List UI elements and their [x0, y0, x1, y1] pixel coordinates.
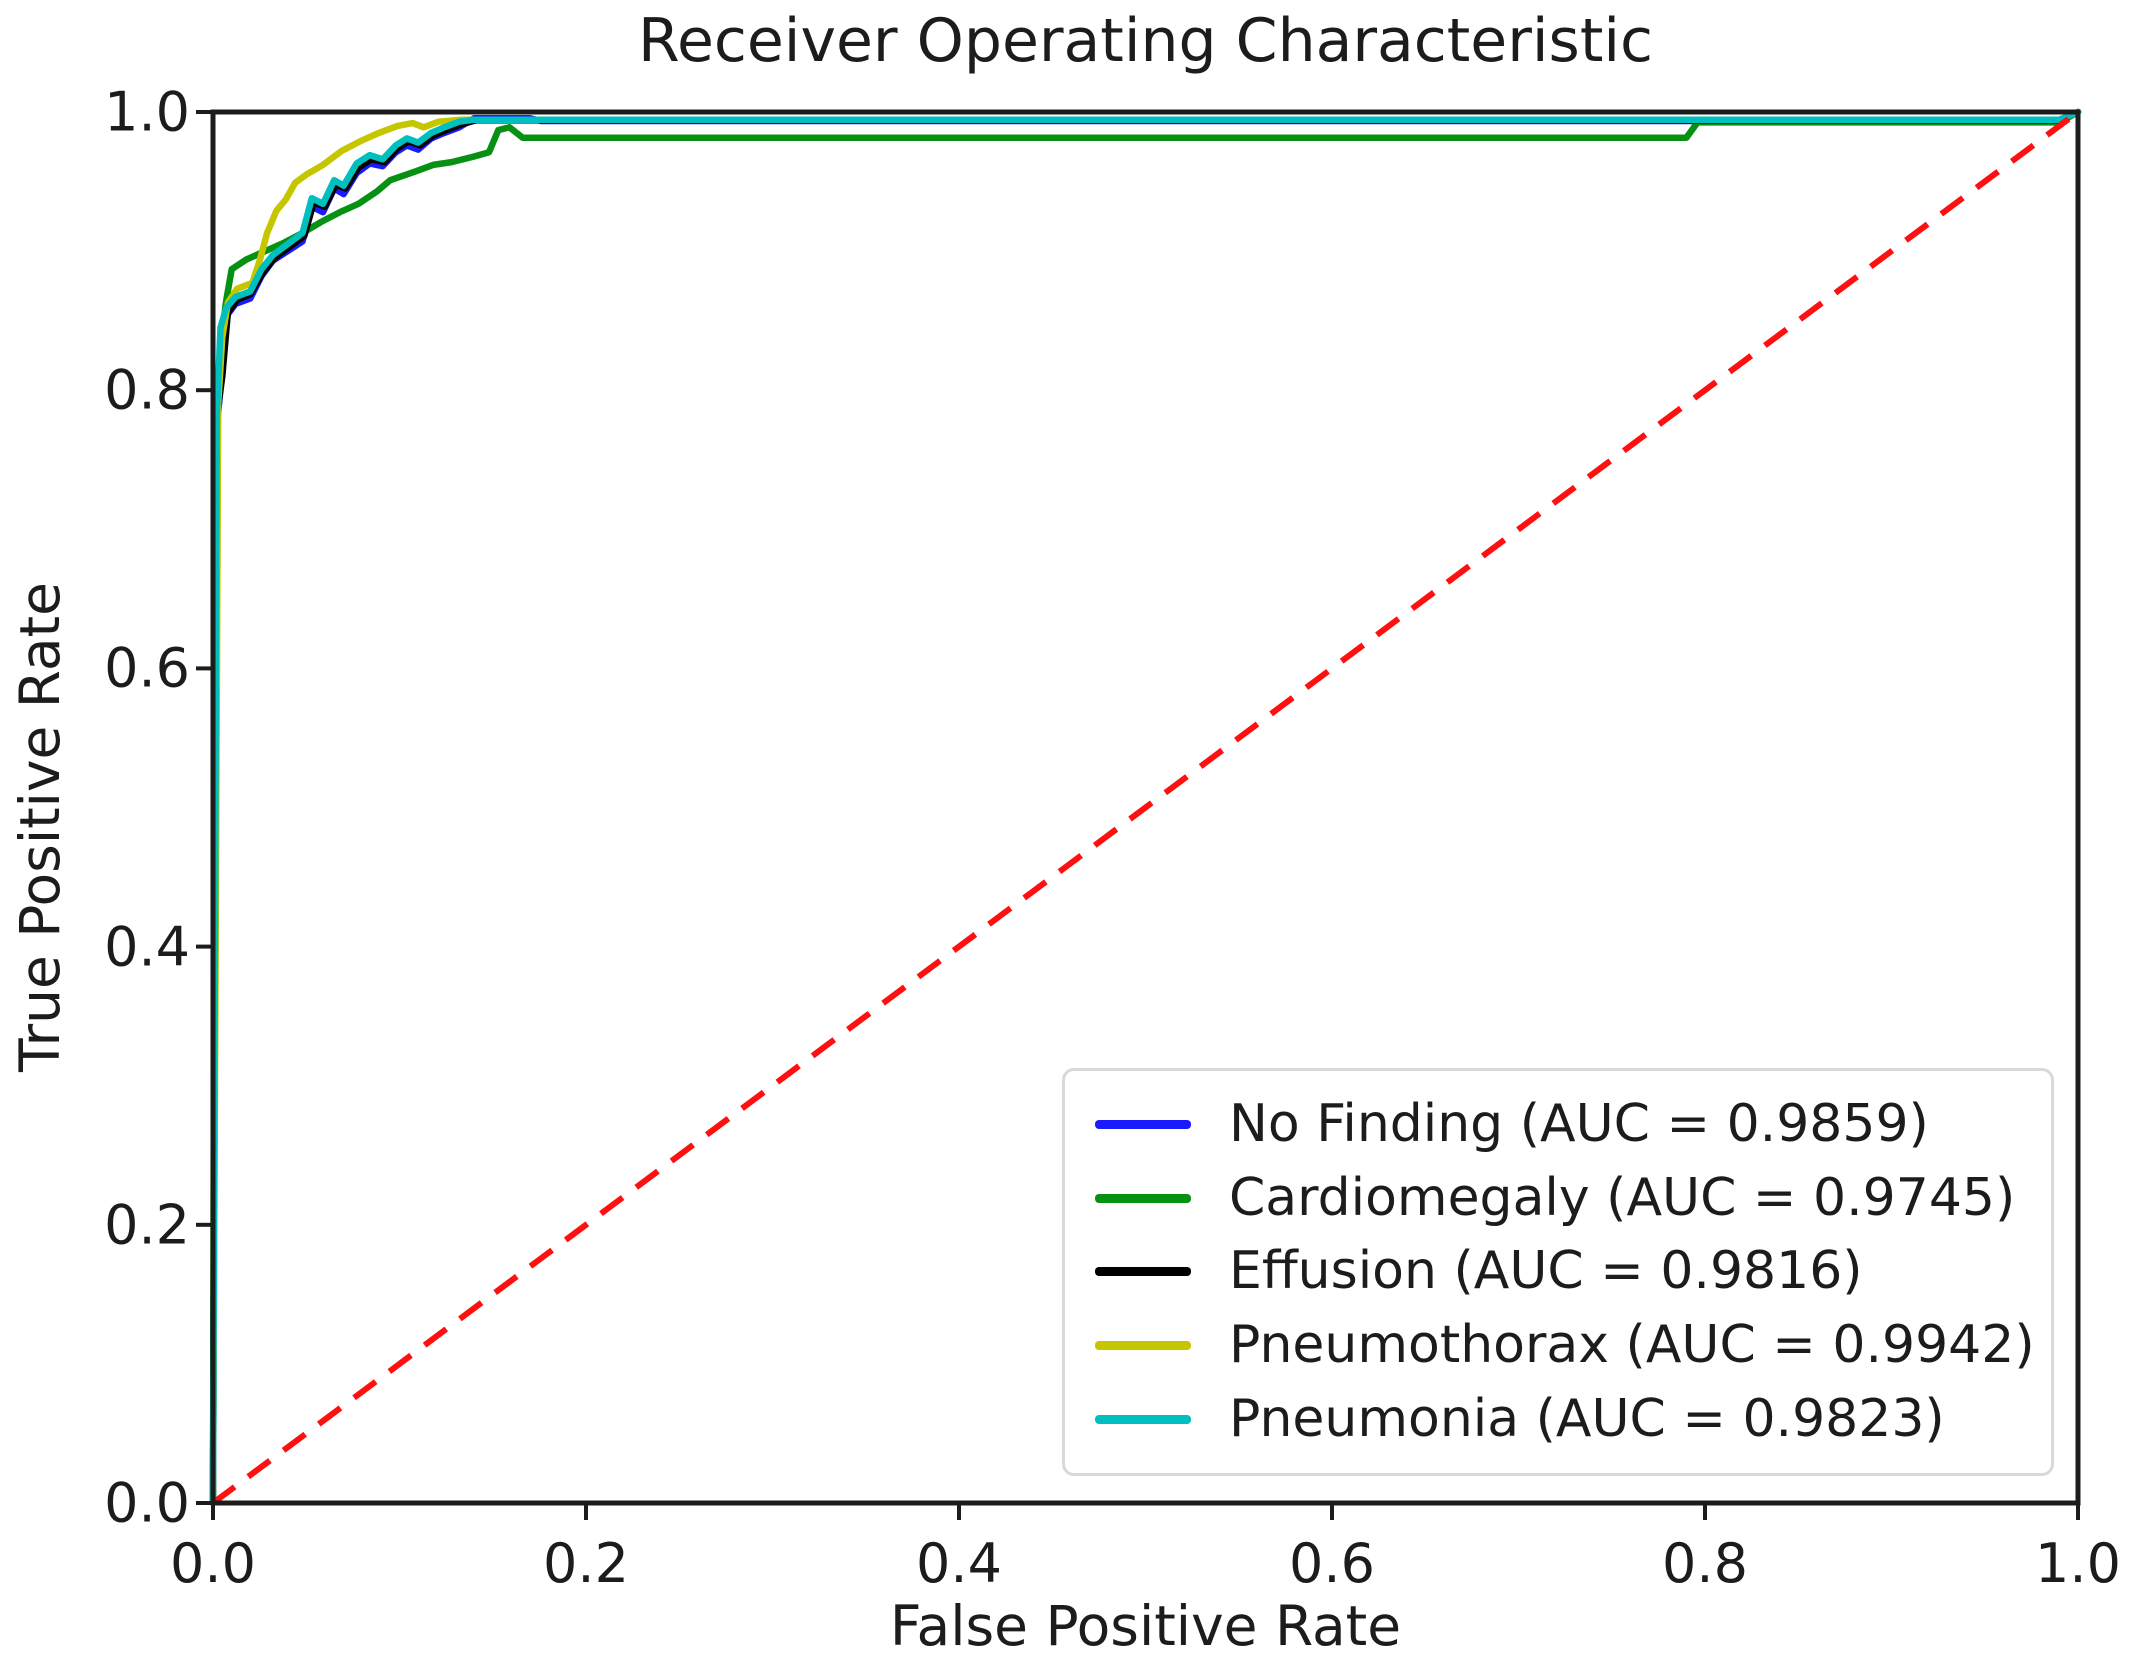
x-tick-label: 0.4 [916, 1532, 1002, 1595]
legend-swatch-line [1095, 1193, 1191, 1203]
y-tick-label: 0.0 [104, 1471, 190, 1535]
legend: No Finding (AUC = 0.9859) Cardiomegaly (A… [1062, 1068, 2054, 1476]
x-tick-label: 0.6 [1289, 1532, 1375, 1595]
legend-label: Pneumothorax (AUC = 0.9942) [1229, 1315, 2035, 1376]
x-tick-label: 0.0 [170, 1532, 256, 1595]
legend-swatch-line [1095, 1119, 1191, 1129]
y-tick-label: 0.4 [104, 914, 190, 978]
x-axis-label: False Positive Rate [889, 1594, 1402, 1658]
y-tick-label: 0.2 [104, 1193, 190, 1257]
legend-item-pneumothorax: Pneumothorax (AUC = 0.9942) [1095, 1317, 2041, 1374]
plot-border [210, 109, 2081, 1506]
y-tick-label: 0.6 [104, 636, 190, 700]
legend-swatch-line [1095, 1415, 1191, 1425]
legend-swatch-line [1095, 1341, 1191, 1351]
legend-label: No Finding (AUC = 0.9859) [1229, 1093, 1929, 1154]
legend-item-pneumonia: Pneumonia (AUC = 0.9823) [1095, 1389, 2041, 1450]
chart-title: Receiver Operating Characteristic [637, 6, 1654, 76]
series-line-cardiomegaly [209, 108, 2082, 1507]
legend-label: Cardiomegaly (AUC = 0.9745) [1229, 1167, 2016, 1228]
x-tick-label: 0.8 [1662, 1532, 1748, 1595]
series-line-pneumonia [209, 108, 2082, 1507]
series-line-pneumothorax [209, 108, 2082, 1507]
legend-item-effusion: Effusion (AUC = 0.9816) [1095, 1243, 2041, 1300]
legend-label: Pneumonia (AUC = 0.9823) [1229, 1389, 1945, 1450]
legend-label: Effusion (AUC = 0.9816) [1229, 1241, 1863, 1302]
chance-diagonal-line [211, 109, 2080, 1506]
y-tick-label: 0.8 [104, 358, 190, 422]
x-tick-label: 1.0 [2035, 1532, 2121, 1595]
legend-item-cardiomegaly: Cardiomegaly (AUC = 0.9745) [1095, 1167, 2041, 1228]
x-tick-label: 0.2 [543, 1532, 629, 1595]
legend-swatch-line [1095, 1267, 1191, 1277]
y-tick-label: 1.0 [104, 80, 190, 144]
legend-item-no-finding: No Finding (AUC = 0.9859) [1095, 1093, 2041, 1154]
